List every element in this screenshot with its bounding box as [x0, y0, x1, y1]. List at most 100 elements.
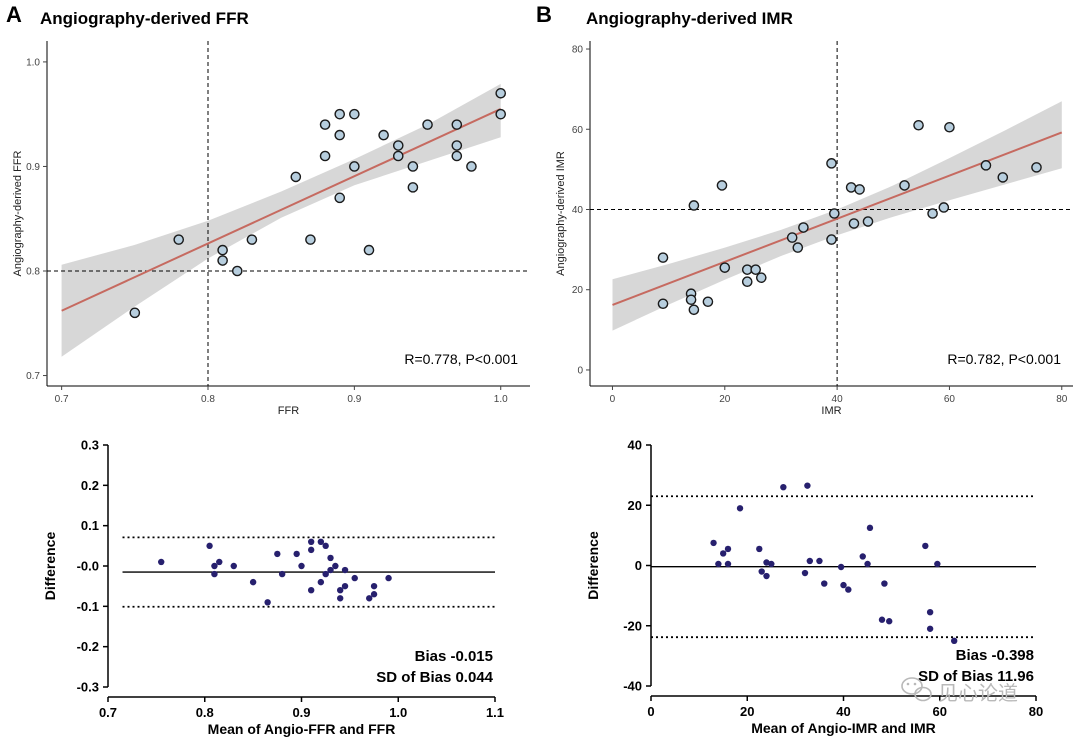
- data-point: [341, 582, 349, 590]
- data-point: [264, 599, 271, 606]
- data-point: [980, 160, 992, 171]
- y-tick-label: -0.3: [77, 680, 99, 695]
- panel-a-title: Angiography-derived FFR: [40, 9, 249, 28]
- x-tick-label: 0: [610, 394, 616, 405]
- y-tick-label: -0.0: [77, 559, 99, 574]
- data-point: [407, 182, 419, 193]
- y-tick-label: 0.9: [26, 162, 40, 173]
- data-point: [848, 218, 860, 229]
- x-tick-label: 0.7: [99, 705, 117, 720]
- data-point: [685, 294, 697, 306]
- data-point: [859, 553, 866, 560]
- data-point: [950, 637, 958, 645]
- data-point: [845, 586, 852, 593]
- x-tick-label: 0: [647, 704, 654, 719]
- data-point: [495, 87, 507, 99]
- data-point: [878, 616, 886, 623]
- data-point: [826, 158, 837, 169]
- y-axis-label: Difference: [585, 531, 601, 600]
- x-axis-label: FFR: [278, 405, 299, 417]
- x-tick-label: 20: [719, 394, 731, 405]
- x-tick-label: 0.7: [55, 394, 69, 405]
- data-point: [349, 161, 360, 172]
- data-point: [173, 234, 185, 245]
- confidence-band: [61, 83, 501, 357]
- data-point: [715, 560, 722, 568]
- y-tick-label: 20: [628, 498, 642, 513]
- data-point: [750, 264, 761, 275]
- data-point: [913, 119, 924, 131]
- panel-b-title: Angiography-derived IMR: [586, 9, 793, 28]
- watermark: 见心论道: [901, 677, 1018, 705]
- y-axis-label: Angiography-derived IMR: [555, 151, 567, 276]
- data-point: [719, 262, 731, 273]
- data-point: [736, 505, 744, 512]
- y-axis-label: Difference: [42, 532, 58, 601]
- data-point: [837, 563, 845, 571]
- data-point: [657, 298, 669, 310]
- x-tick-label: 80: [1029, 704, 1043, 719]
- data-point: [370, 591, 378, 598]
- data-point: [129, 307, 141, 319]
- bias-value: Bias -0.015: [415, 648, 493, 665]
- data-point: [319, 119, 331, 130]
- data-point: [217, 244, 228, 256]
- data-point: [927, 208, 938, 219]
- data-point: [821, 580, 828, 587]
- data-point: [716, 180, 728, 191]
- correlation-stat: R=0.778, P<0.001: [404, 351, 518, 367]
- data-point: [158, 558, 165, 566]
- data-point: [211, 570, 218, 578]
- panel-a-letter: A: [6, 2, 22, 27]
- data-point: [327, 554, 334, 562]
- regression-line: [61, 108, 502, 312]
- data-point: [934, 560, 941, 568]
- data-point: [211, 562, 218, 570]
- data-point: [337, 587, 344, 594]
- data-point: [334, 108, 346, 120]
- data-point: [407, 161, 419, 172]
- x-tick-label: 60: [944, 394, 956, 405]
- data-point: [341, 566, 349, 574]
- y-tick-label: 40: [628, 438, 642, 453]
- data-point: [780, 483, 787, 491]
- y-tick-label: 20: [572, 285, 584, 296]
- data-point: [422, 119, 433, 130]
- data-point: [392, 150, 404, 162]
- data-point: [864, 560, 871, 568]
- data-point: [230, 562, 237, 570]
- data-point: [231, 265, 243, 277]
- x-tick-label: 80: [1056, 394, 1068, 405]
- data-point: [816, 557, 823, 565]
- data-point: [307, 538, 315, 545]
- data-point: [293, 550, 300, 558]
- y-tick-label: 0: [635, 558, 642, 573]
- data-point: [392, 140, 404, 151]
- data-point: [758, 568, 765, 575]
- data-point: [755, 272, 767, 283]
- data-point: [307, 587, 315, 594]
- x-tick-label: 40: [836, 704, 850, 719]
- data-point: [327, 566, 334, 574]
- x-tick-label: 40: [832, 394, 844, 405]
- x-tick-label: 0.9: [292, 705, 310, 720]
- data-point: [274, 550, 281, 558]
- x-tick-label: 1.0: [494, 394, 508, 405]
- data-point: [290, 171, 302, 183]
- data-point: [246, 234, 258, 245]
- ffr-scatter-plot: 0.7 0.8 0.9 1.0 0.7 0.8 0.9 1.0 FFR Angiography-d…: [12, 41, 530, 417]
- data-point: [317, 578, 325, 586]
- y-tick-label: 0.7: [26, 371, 40, 382]
- data-point: [305, 234, 316, 245]
- data-point: [741, 276, 753, 287]
- x-tick-label: 60: [933, 704, 947, 719]
- data-point: [806, 557, 814, 565]
- data-point: [763, 572, 770, 580]
- sd-of-bias-value: SD of Bias 0.044: [376, 669, 493, 686]
- data-point: [881, 580, 888, 587]
- data-point: [451, 119, 463, 130]
- data-point: [495, 108, 507, 120]
- data-point: [334, 192, 346, 204]
- data-point: [926, 625, 934, 632]
